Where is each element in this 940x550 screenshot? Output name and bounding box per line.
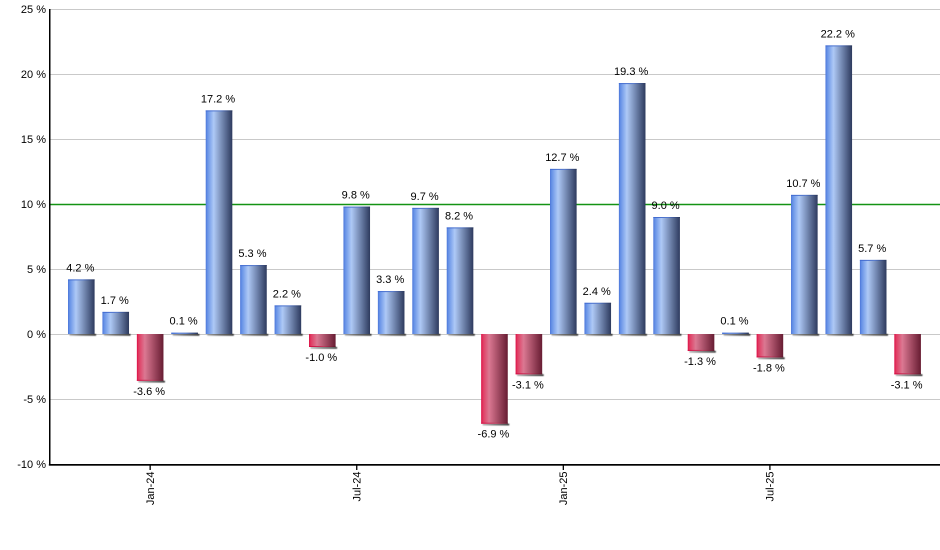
svg-text:-3.6 %: -3.6 % bbox=[133, 386, 165, 398]
svg-text:10.7 %: 10.7 % bbox=[786, 178, 820, 190]
svg-text:-1.0 %: -1.0 % bbox=[305, 352, 337, 364]
svg-text:12.7 %: 12.7 % bbox=[545, 152, 579, 164]
svg-text:9.7 %: 9.7 % bbox=[411, 191, 439, 203]
svg-text:-6.9 %: -6.9 % bbox=[478, 429, 510, 441]
svg-text:25 %: 25 % bbox=[21, 4, 46, 16]
svg-text:2.4 %: 2.4 % bbox=[583, 286, 611, 298]
svg-text:0.1 %: 0.1 % bbox=[170, 316, 198, 328]
svg-text:Jul-24: Jul-24 bbox=[351, 472, 363, 502]
svg-text:0.1 %: 0.1 % bbox=[720, 316, 748, 328]
svg-text:17.2 %: 17.2 % bbox=[201, 93, 235, 105]
svg-text:5 %: 5 % bbox=[27, 264, 46, 276]
svg-text:-3.1 %: -3.1 % bbox=[891, 379, 923, 391]
svg-text:15 %: 15 % bbox=[21, 134, 46, 146]
svg-text:Jan-25: Jan-25 bbox=[558, 472, 570, 506]
svg-text:20 %: 20 % bbox=[21, 69, 46, 81]
svg-text:5.3 %: 5.3 % bbox=[238, 248, 266, 260]
svg-text:5.7 %: 5.7 % bbox=[858, 243, 886, 255]
svg-text:1.7 %: 1.7 % bbox=[101, 295, 129, 307]
svg-text:22.2 %: 22.2 % bbox=[821, 28, 855, 40]
svg-text:19.3 %: 19.3 % bbox=[614, 66, 648, 78]
svg-text:9.0 %: 9.0 % bbox=[652, 200, 680, 212]
svg-text:8.2 %: 8.2 % bbox=[445, 210, 473, 222]
svg-text:10 %: 10 % bbox=[21, 199, 46, 211]
svg-text:3.3 %: 3.3 % bbox=[376, 274, 404, 286]
svg-text:2.2 %: 2.2 % bbox=[273, 288, 301, 300]
svg-text:-10 %: -10 % bbox=[17, 459, 46, 471]
svg-text:4.2 %: 4.2 % bbox=[66, 262, 94, 274]
svg-text:-5 %: -5 % bbox=[23, 394, 46, 406]
svg-text:0 %: 0 % bbox=[27, 329, 46, 341]
svg-text:9.8 %: 9.8 % bbox=[342, 190, 370, 202]
svg-text:-3.1 %: -3.1 % bbox=[512, 379, 544, 391]
svg-text:Jul-25: Jul-25 bbox=[765, 472, 777, 502]
svg-text:-1.3 %: -1.3 % bbox=[684, 356, 716, 368]
svg-text:-1.8 %: -1.8 % bbox=[753, 362, 785, 374]
svg-text:Jan-24: Jan-24 bbox=[145, 472, 157, 506]
